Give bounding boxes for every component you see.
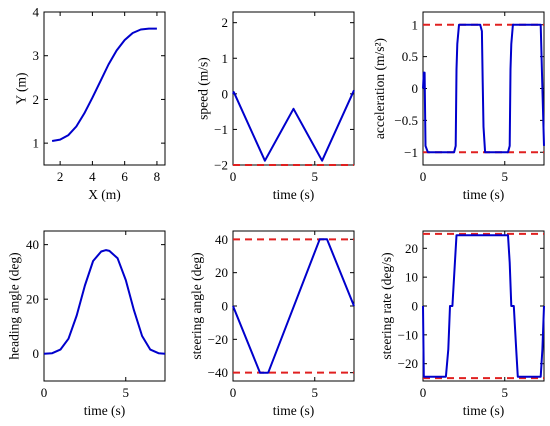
x-tick-label: 5 (312, 169, 319, 184)
y-tick-label: 40 (26, 237, 39, 252)
y-tick-label: 0 (33, 346, 40, 361)
x-axis-label: X (m) (88, 187, 121, 202)
y-tick-label: 10 (405, 270, 418, 285)
series-line (51, 27, 157, 142)
x-tick-label: 0 (420, 169, 427, 184)
y-tick-label: −0.5 (394, 113, 418, 128)
series-line (43, 249, 166, 355)
subplot-4: 0 5 0 20 40 time (s) heading angle (deg) (7, 230, 166, 418)
y-tick-label: −20 (208, 332, 228, 347)
y-tick-label: −40 (208, 365, 228, 380)
y-tick-label: 0 (412, 299, 419, 314)
y-tick-label: 1 (33, 136, 40, 151)
y-tick-label: 2 (222, 15, 229, 30)
x-tick-label: 5 (502, 385, 509, 400)
x-tick-label: 0 (230, 169, 237, 184)
x-tick-label: 8 (154, 169, 161, 184)
y-tick-label: 0 (222, 86, 229, 101)
y-tick-label: −1 (214, 122, 228, 137)
x-tick-label: 5 (502, 169, 509, 184)
y-tick-label: 1 (412, 17, 419, 32)
y-axis-label: speed (m/s) (196, 57, 211, 120)
x-axis-label: time (s) (84, 403, 126, 418)
y-tick-label: 1 (222, 51, 229, 66)
axes-box (43, 11, 166, 166)
y-tick-label: 2 (33, 92, 40, 107)
y-axis-label: heading angle (deg) (7, 252, 22, 359)
subplot-6: 0 5 −20 −10 0 10 20 time (s) steering rate (deg/… (379, 230, 545, 418)
x-tick-label: 6 (121, 169, 128, 184)
x-tick-label: 2 (57, 169, 64, 184)
y-tick-label: −2 (214, 158, 228, 173)
x-tick-label: 5 (312, 385, 319, 400)
y-tick-label: 40 (215, 232, 228, 247)
y-tick-label: 0 (412, 81, 419, 96)
y-tick-label: 20 (405, 241, 418, 256)
axes-box (422, 230, 545, 382)
x-tick-label: 5 (123, 385, 130, 400)
x-tick-label: 0 (420, 385, 427, 400)
series-line (232, 238, 355, 374)
y-tick-label: −10 (398, 327, 418, 342)
series-line (422, 234, 545, 378)
y-tick-label: −20 (398, 356, 418, 371)
y-axis-label: Y (m) (13, 72, 28, 104)
y-tick-label: 20 (26, 292, 39, 307)
y-axis-label: steering angle (deg) (189, 252, 204, 359)
x-axis-label: time (s) (273, 187, 315, 202)
axes-box (43, 230, 166, 382)
y-tick-label: 4 (33, 5, 40, 20)
y-axis-label: acceleration (m/s²) (372, 38, 387, 139)
x-tick-label: 0 (41, 385, 48, 400)
x-axis-label: time (s) (463, 403, 505, 418)
series-line (422, 23, 545, 154)
subplot-2: 0 5 −2 −1 0 1 2 time (s) speed (m/s) (196, 11, 355, 202)
x-tick-label: 0 (230, 385, 237, 400)
y-axis-label: steering rate (deg/s) (379, 252, 394, 359)
x-tick-label: 4 (89, 169, 96, 184)
series-line (232, 89, 355, 162)
subplot-3: 0 5 −1 −0.5 0 0.5 1 time (s) acceleration (m/s²) (372, 11, 545, 202)
y-tick-label: 20 (215, 265, 228, 280)
x-axis-label: time (s) (463, 187, 505, 202)
subplot-5: 0 5 −40 −20 0 20 40 time (s) steering angle (deg… (189, 230, 355, 418)
x-axis-label: time (s) (273, 403, 315, 418)
y-tick-label: 3 (33, 48, 40, 63)
y-tick-label: −1 (404, 145, 418, 160)
y-tick-label: 0 (222, 299, 229, 314)
axes-box (232, 11, 355, 166)
subplot-1: 2 4 6 8 1 2 3 4 X (m) Y (m) (13, 5, 166, 202)
y-tick-label: 0.5 (402, 49, 418, 64)
